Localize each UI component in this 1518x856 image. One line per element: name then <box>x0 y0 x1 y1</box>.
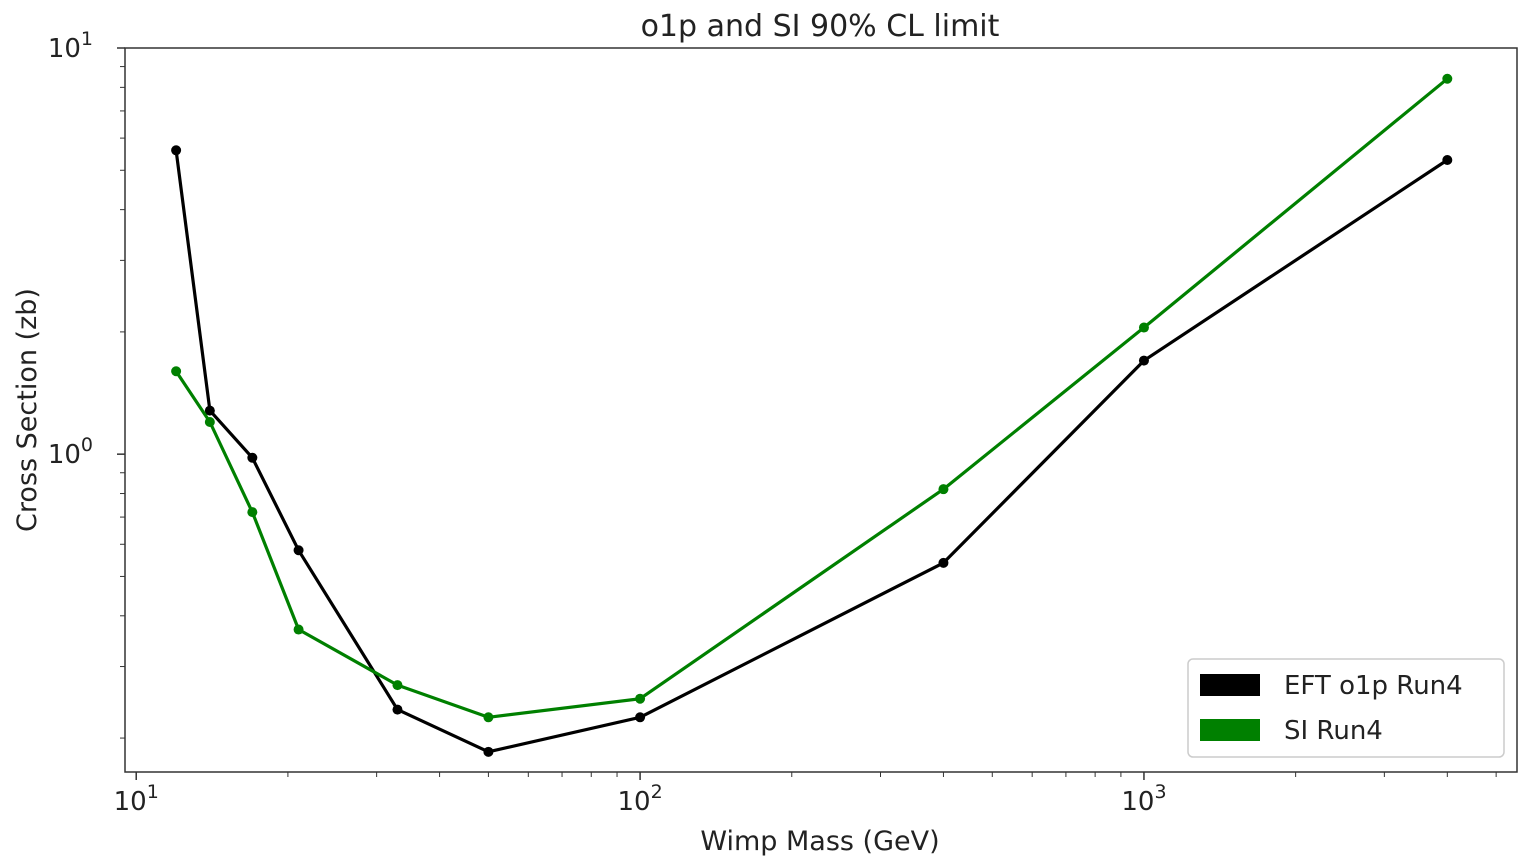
x-tick-label: 103 <box>1121 781 1166 817</box>
data-point-0 <box>635 712 646 723</box>
data-point-0 <box>1138 355 1149 366</box>
y-tick-label: 100 <box>48 434 93 470</box>
x-axis-ticks: 101 102 103 <box>114 772 1497 817</box>
y-tick-exponent: 1 <box>81 28 93 50</box>
data-point-1 <box>1138 322 1149 333</box>
y-tick-base: 10 <box>48 440 81 470</box>
data-point-1 <box>293 624 304 635</box>
y-tick-base: 10 <box>48 34 81 64</box>
series-line-0 <box>174 150 1449 754</box>
chart-title: o1p and SI 90% CL limit <box>641 9 1000 44</box>
data-point-0 <box>483 746 494 757</box>
x-tick-exponent: 1 <box>147 781 159 803</box>
data-point-1 <box>1442 73 1453 84</box>
y-tick-label: 101 <box>48 28 93 64</box>
data-point-0 <box>204 405 215 416</box>
legend-label-eft: EFT o1p Run4 <box>1284 671 1463 701</box>
data-point-1 <box>204 417 215 428</box>
series-layer <box>171 73 1453 757</box>
data-point-0 <box>938 557 949 568</box>
x-tick-label: 101 <box>114 781 159 817</box>
data-point-0 <box>392 704 403 715</box>
data-point-1 <box>483 712 494 723</box>
legend-swatch-eft <box>1200 674 1260 696</box>
x-tick-exponent: 2 <box>651 781 663 803</box>
legend-box <box>1187 658 1505 758</box>
x-tick-exponent: 3 <box>1154 781 1166 803</box>
x-tick-base: 10 <box>1121 787 1154 817</box>
x-tick-label: 102 <box>617 781 662 817</box>
data-point-0 <box>247 452 258 463</box>
data-point-1 <box>392 680 403 691</box>
y-axis-label: Cross Section (zb) <box>12 288 43 532</box>
legend-swatch-si <box>1200 719 1260 741</box>
data-point-1 <box>635 693 646 704</box>
data-point-0 <box>1442 154 1453 165</box>
series-line-1 <box>174 77 1449 719</box>
data-point-0 <box>171 145 182 156</box>
x-tick-base: 10 <box>114 787 147 817</box>
data-point-1 <box>938 484 949 495</box>
data-point-1 <box>171 366 182 377</box>
legend: EFT o1p Run4 SI Run4 <box>1187 658 1505 758</box>
x-axis-label: Wimp Mass (GeV) <box>700 826 939 856</box>
x-tick-base: 10 <box>617 787 650 817</box>
legend-label-si: SI Run4 <box>1284 716 1383 746</box>
plot-area-frame <box>124 47 1518 773</box>
data-point-1 <box>247 507 258 518</box>
y-tick-exponent: 0 <box>81 434 93 456</box>
data-point-0 <box>293 545 304 556</box>
